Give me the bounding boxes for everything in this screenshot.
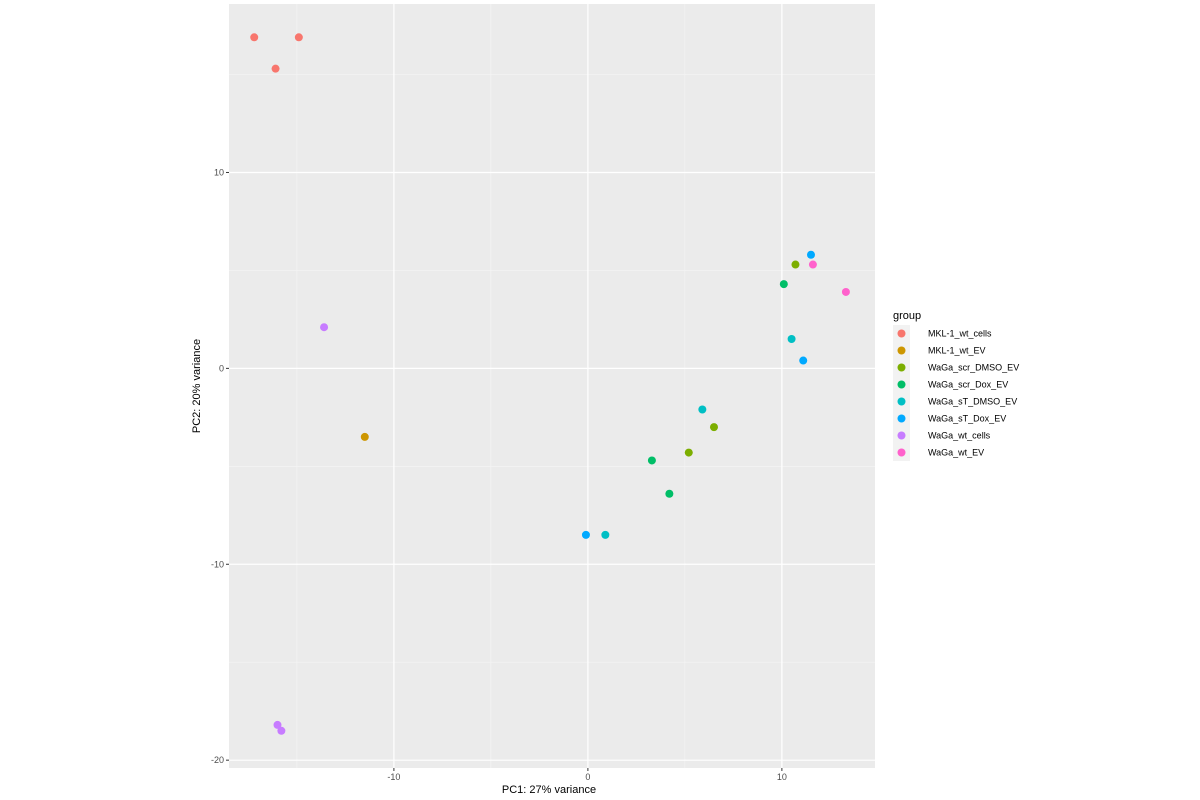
data-point	[647, 456, 656, 465]
y-axis-title: PC2: 20% variance	[191, 339, 203, 433]
axis-ticks	[226, 171, 783, 771]
legend-swatch	[897, 397, 906, 406]
data-point	[294, 33, 303, 42]
x-tick-label: 0	[585, 772, 590, 782]
legend-label: WaGa_scr_DMSO_EV	[928, 363, 1019, 373]
y-tick-label: -10	[211, 559, 224, 569]
legend-swatch	[897, 414, 906, 423]
legend-swatch	[897, 380, 906, 389]
data-point	[841, 287, 850, 296]
data-point	[806, 250, 815, 259]
grid-minor	[229, 4, 875, 768]
x-axis-title: PC1: 27% variance	[502, 784, 596, 796]
data-point	[709, 423, 718, 432]
panel-background	[229, 4, 875, 768]
y-tick-label: 10	[214, 167, 224, 177]
legend-label: MKL-1_wt_cells	[928, 329, 992, 339]
data-point	[271, 64, 280, 73]
y-tick-labels: -20 -10 0 10	[211, 167, 224, 765]
y-tick-label: -20	[211, 755, 224, 765]
legend-swatch	[897, 363, 906, 372]
data-point	[601, 530, 610, 539]
data-point	[273, 720, 282, 729]
legend-label: WaGa_sT_DMSO_EV	[928, 397, 1017, 407]
data-point	[787, 334, 796, 343]
data-point	[808, 260, 817, 269]
data-point	[277, 726, 286, 735]
data-point	[665, 489, 674, 498]
legend-swatch	[897, 448, 906, 457]
legend-label: WaGa_sT_Dox_EV	[928, 414, 1006, 424]
x-tick-label: -10	[387, 772, 400, 782]
data-point	[320, 323, 329, 332]
data-point	[698, 405, 707, 414]
legend-title: group	[893, 310, 921, 322]
x-tick-labels: -10 0 10	[387, 772, 787, 782]
data-point	[360, 432, 369, 441]
data-points	[250, 33, 850, 735]
legend-label: MKL-1_wt_EV	[928, 346, 986, 356]
legend-swatch	[897, 431, 906, 440]
data-point	[684, 448, 693, 457]
data-point	[791, 260, 800, 269]
legend-label: WaGa_wt_cells	[928, 431, 991, 441]
data-point	[581, 530, 590, 539]
legend-swatch	[897, 329, 906, 338]
grid-major	[229, 4, 875, 768]
legend-swatch	[897, 346, 906, 355]
legend-items: MKL-1_wt_cells MKL-1_wt_EV WaGa_scr_DMSO_E…	[893, 325, 1019, 461]
x-tick-label: 10	[777, 772, 787, 782]
data-point	[799, 356, 808, 365]
y-tick-label: 0	[219, 363, 224, 373]
legend-label: WaGa_scr_Dox_EV	[928, 380, 1008, 390]
data-point	[779, 280, 788, 289]
legend: group MKL-1_wt_cells MKL-1_wt_EV WaGa_scr_…	[893, 310, 1019, 461]
data-point	[250, 33, 259, 42]
legend-label: WaGa_wt_EV	[928, 448, 984, 458]
